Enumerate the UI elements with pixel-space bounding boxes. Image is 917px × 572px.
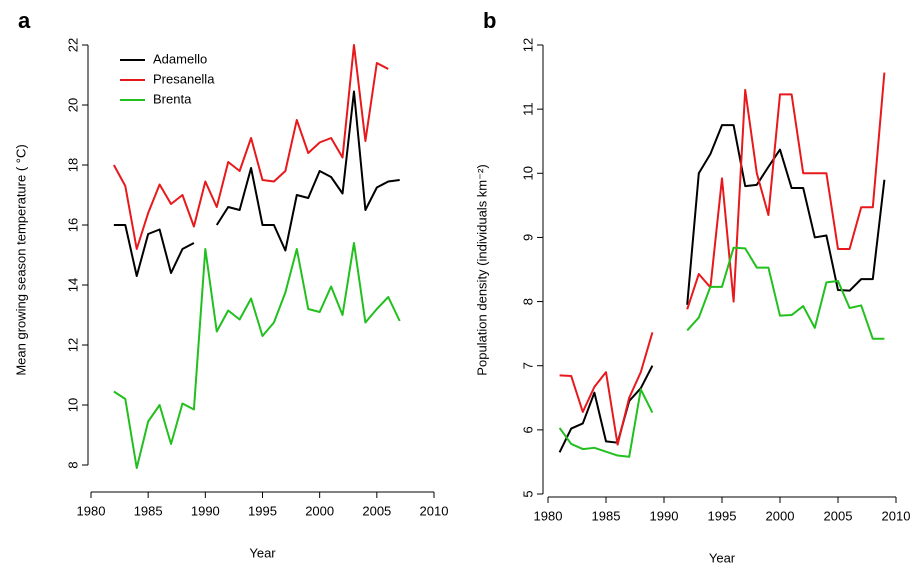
y-tick-label: 18 xyxy=(65,158,80,172)
y-tick-label: 9 xyxy=(520,234,535,241)
y-tick-label: 20 xyxy=(65,98,80,112)
y-tick-label: 10 xyxy=(65,398,80,412)
x-tick-label: 2000 xyxy=(766,508,795,523)
y-tick-label: 8 xyxy=(520,298,535,305)
y-tick-label: 5 xyxy=(520,490,535,497)
y-tick-label: 16 xyxy=(65,218,80,232)
x-tick-label: 1985 xyxy=(134,503,163,518)
series-line xyxy=(558,124,886,453)
x-tick-label: 2010 xyxy=(882,508,911,523)
legend-label: Presanella xyxy=(153,71,215,86)
series-line xyxy=(113,242,401,469)
x-tick-label: 1980 xyxy=(77,503,106,518)
x-tick-label: 1995 xyxy=(248,503,277,518)
y-tick-label: 12 xyxy=(520,38,535,52)
x-tick-label: 2005 xyxy=(362,503,391,518)
series-line xyxy=(112,44,389,250)
x-axis-label: Year xyxy=(709,550,736,565)
y-tick-label: 14 xyxy=(65,278,80,292)
series-line xyxy=(558,246,885,458)
x-tick-label: 2005 xyxy=(824,508,853,523)
x-axis-label: Year xyxy=(249,545,276,560)
y-tick-label: 11 xyxy=(520,102,535,116)
x-tick-label: 2010 xyxy=(420,503,449,518)
panel-label: a xyxy=(18,8,31,33)
x-tick-label: 1990 xyxy=(191,503,220,518)
x-tick-label: 1990 xyxy=(650,508,679,523)
y-tick-label: 6 xyxy=(520,426,535,433)
x-tick-label: 1985 xyxy=(592,508,621,523)
y-tick-label: 10 xyxy=(520,166,535,180)
x-tick-label: 2000 xyxy=(305,503,334,518)
y-tick-label: 22 xyxy=(65,38,80,52)
legend-label: Brenta xyxy=(153,91,192,106)
y-axis-label: Mean growing season temperature ( °C) xyxy=(13,144,28,375)
x-tick-label: 1995 xyxy=(708,508,737,523)
y-tick-label: 7 xyxy=(520,362,535,369)
y-tick-label: 12 xyxy=(65,338,80,352)
y-tick-label: 8 xyxy=(65,461,80,468)
series-line xyxy=(113,90,400,277)
legend-label: Adamello xyxy=(153,51,207,66)
y-axis-label: Population density (individuals km⁻²) xyxy=(474,164,489,375)
panel-label: b xyxy=(483,8,496,33)
x-tick-label: 1980 xyxy=(534,508,563,523)
series-line xyxy=(559,72,886,446)
